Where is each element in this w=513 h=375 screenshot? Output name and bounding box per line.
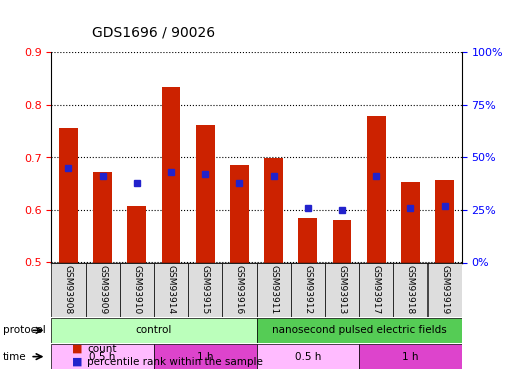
- Text: GSM93908: GSM93908: [64, 265, 73, 314]
- Bar: [359, 262, 393, 317]
- Text: ■: ■: [72, 357, 82, 367]
- Bar: [196, 125, 214, 262]
- Bar: [264, 158, 283, 262]
- Text: GSM93918: GSM93918: [406, 265, 415, 314]
- Text: GSM93909: GSM93909: [98, 265, 107, 314]
- Text: 1 h: 1 h: [197, 352, 213, 362]
- Text: GSM93911: GSM93911: [269, 265, 278, 314]
- Bar: [299, 218, 317, 262]
- Text: GSM93912: GSM93912: [303, 265, 312, 314]
- Text: count: count: [87, 344, 117, 354]
- Bar: [51, 262, 86, 317]
- Bar: [188, 262, 222, 317]
- Text: GSM93916: GSM93916: [235, 265, 244, 314]
- Text: ■: ■: [72, 344, 82, 354]
- Bar: [367, 116, 386, 262]
- Bar: [435, 180, 454, 262]
- Bar: [120, 262, 154, 317]
- Bar: [51, 318, 256, 343]
- Text: GSM93914: GSM93914: [167, 265, 175, 314]
- Bar: [359, 344, 462, 369]
- Text: GSM93910: GSM93910: [132, 265, 141, 314]
- Text: GSM93913: GSM93913: [338, 265, 346, 314]
- Text: percentile rank within the sample: percentile rank within the sample: [87, 357, 263, 367]
- Bar: [427, 262, 462, 317]
- Bar: [393, 262, 427, 317]
- Text: 0.5 h: 0.5 h: [294, 352, 321, 362]
- Bar: [162, 87, 181, 262]
- Text: GDS1696 / 90026: GDS1696 / 90026: [92, 26, 215, 39]
- Bar: [291, 262, 325, 317]
- Text: GSM93915: GSM93915: [201, 265, 210, 314]
- Text: GSM93917: GSM93917: [372, 265, 381, 314]
- Bar: [325, 262, 359, 317]
- Bar: [154, 344, 256, 369]
- Text: control: control: [136, 326, 172, 335]
- Bar: [256, 344, 359, 369]
- Text: time: time: [3, 352, 26, 362]
- Bar: [256, 318, 462, 343]
- Bar: [332, 220, 351, 262]
- Bar: [230, 165, 249, 262]
- Text: 1 h: 1 h: [402, 352, 419, 362]
- Bar: [127, 206, 146, 262]
- Bar: [51, 344, 154, 369]
- Bar: [59, 128, 78, 262]
- Text: protocol: protocol: [3, 326, 45, 335]
- Bar: [86, 262, 120, 317]
- Text: 0.5 h: 0.5 h: [89, 352, 116, 362]
- Text: nanosecond pulsed electric fields: nanosecond pulsed electric fields: [272, 326, 446, 335]
- Bar: [256, 262, 291, 317]
- Text: GSM93919: GSM93919: [440, 265, 449, 314]
- Bar: [401, 182, 420, 262]
- Bar: [222, 262, 256, 317]
- Bar: [93, 172, 112, 262]
- Bar: [154, 262, 188, 317]
